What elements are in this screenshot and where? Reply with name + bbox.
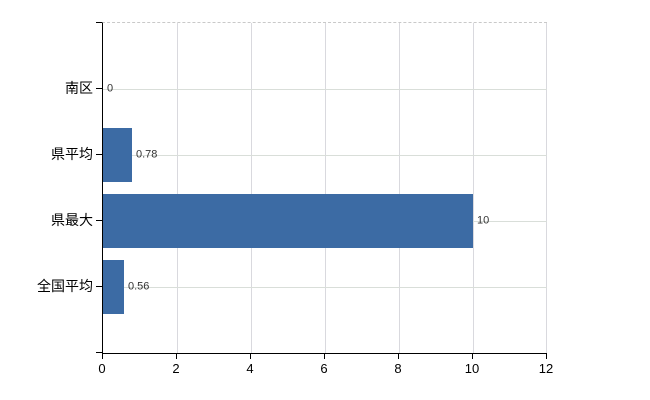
- plot-area: 0 0.78 10 0.56: [102, 22, 547, 354]
- y-axis-tick: [96, 286, 102, 287]
- vertical-gridline: [399, 23, 400, 353]
- x-axis-tick: [176, 353, 177, 359]
- x-axis-tick: [102, 353, 103, 359]
- x-axis-tick: [250, 353, 251, 359]
- y-axis-category-label: 県平均: [51, 146, 93, 162]
- y-axis-category-label: 全国平均: [37, 278, 93, 294]
- bar-value-label: 0.56: [128, 280, 150, 293]
- y-axis-tick: [96, 154, 102, 155]
- horizontal-gridline: [103, 287, 547, 288]
- vertical-gridline: [325, 23, 326, 353]
- x-tick-label: 2: [172, 361, 180, 376]
- bar-value-label: 0: [107, 82, 114, 95]
- horizontal-gridline: [103, 89, 547, 90]
- x-tick-label: 4: [246, 361, 254, 376]
- x-tick-label: 6: [320, 361, 328, 376]
- y-axis-category-label: 南区: [65, 80, 93, 96]
- vertical-gridline: [251, 23, 252, 353]
- vertical-gridline: [546, 23, 547, 353]
- y-axis-tick: [96, 352, 102, 353]
- bar: [103, 260, 124, 314]
- bar: [103, 194, 473, 248]
- bar-value-label: 10: [477, 214, 490, 227]
- bar-value-label: 0.78: [136, 148, 158, 161]
- horizontal-gridline: [103, 155, 547, 156]
- x-axis-tick: [398, 353, 399, 359]
- x-tick-label: 10: [464, 361, 480, 376]
- y-axis-tick: [96, 88, 102, 89]
- vertical-gridline: [473, 23, 474, 353]
- y-axis-category-label: 県最大: [51, 212, 93, 228]
- bar: [103, 128, 132, 182]
- x-axis-tick: [546, 353, 547, 359]
- x-tick-label: 12: [538, 361, 554, 376]
- vertical-gridline: [177, 23, 178, 353]
- x-tick-label: 8: [394, 361, 402, 376]
- x-axis-tick: [324, 353, 325, 359]
- x-tick-label: 0: [98, 361, 106, 376]
- x-axis-tick: [472, 353, 473, 359]
- y-axis-tick: [96, 220, 102, 221]
- y-axis-tick: [96, 22, 102, 23]
